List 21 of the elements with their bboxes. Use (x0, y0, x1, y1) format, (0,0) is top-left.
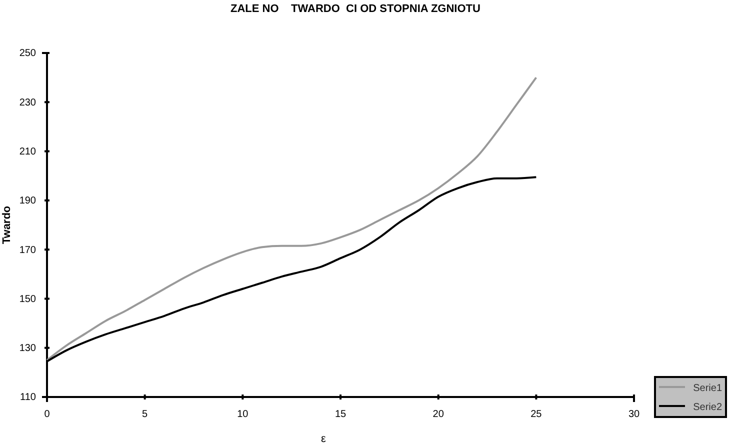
x-tick-label: 20 (432, 409, 444, 420)
chart-title: ZALE NO TWARDO CI OD STOPNIA ZGNIOTU (230, 3, 481, 15)
x-tick-label: 25 (530, 409, 542, 420)
legend-label: Serie2 (693, 402, 722, 413)
x-tick-label: 15 (334, 409, 346, 420)
y-tick-label: 170 (19, 244, 36, 256)
x-tick-label: 10 (237, 409, 249, 420)
line-series (46, 76, 538, 362)
y-tick-label: 150 (19, 294, 36, 305)
y-tick-label: 210 (19, 146, 36, 158)
y-tick-label: 190 (19, 196, 36, 207)
x-tick-label: 5 (142, 409, 148, 420)
y-tick-label: 130 (19, 343, 36, 354)
x-tick-label: 0 (44, 409, 50, 420)
y-tick-label: 250 (19, 48, 36, 60)
x-tick-label: 30 (628, 409, 640, 420)
y-tick-label: 230 (19, 97, 36, 108)
y-axis-title: Twardo (1, 206, 13, 244)
y-tick-label: 110 (20, 392, 36, 404)
x-axis-title: ε (321, 433, 326, 445)
legend-label: Serie1 (693, 383, 722, 394)
